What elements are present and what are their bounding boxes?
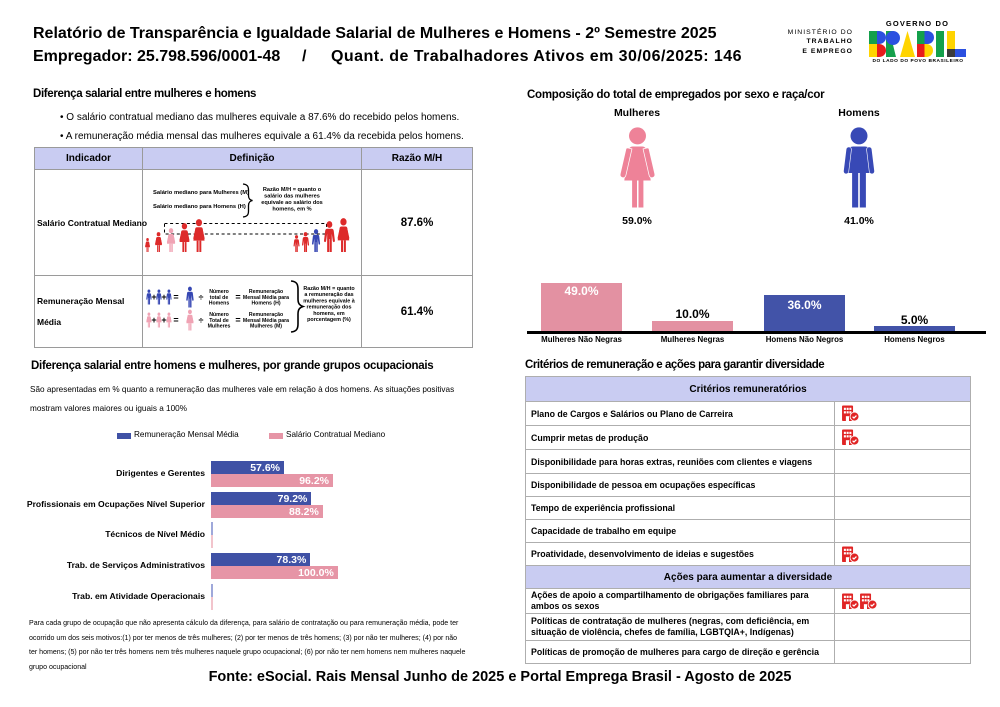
svg-text:porcentagem (%): porcentagem (%) [307,317,351,323]
svg-text:+: + [161,315,166,325]
svg-text:Salário mediano para Homens (H: Salário mediano para Homens (H) [153,204,246,210]
svg-text:Remuneração: Remuneração [249,312,283,318]
svg-text:homens, em %: homens, em % [272,207,311,213]
svg-text:Número: Número [209,312,229,318]
svg-text:salário das mulheres: salário das mulheres [264,194,320,200]
svg-text:Total de: Total de [209,318,229,324]
svg-text:+: + [161,292,166,302]
svg-text:homens, em: homens, em [313,311,345,317]
svg-text:remuneração dos: remuneração dos [307,305,352,311]
svg-text:Homens: Homens [209,301,230,307]
svg-text:Mulheres (M): Mulheres (M) [250,324,282,330]
svg-text:Mulheres: Mulheres [208,324,231,330]
svg-text:Homens (H): Homens (H) [251,301,280,307]
svg-text:mulheres equivale à: mulheres equivale à [303,298,356,304]
svg-text:+: + [151,292,156,302]
svg-text:Mensal Média para: Mensal Média para [243,318,289,324]
svg-text:Número: Número [209,289,229,295]
svg-text:a remuneração das: a remuneração das [304,292,353,298]
svg-text:=: = [173,315,178,325]
svg-text:=: = [235,292,240,302]
svg-text:total de: total de [210,295,229,301]
svg-text:=: = [235,315,240,325]
svg-text:=: = [173,292,178,302]
svg-text:Salário mediano para Mulheres: Salário mediano para Mulheres (M) [153,190,249,196]
svg-text:Razão M/H = quanto: Razão M/H = quanto [303,286,355,292]
svg-text:+: + [151,315,156,325]
svg-text:Razão M/H = quanto o: Razão M/H = quanto o [263,187,322,193]
svg-text:equivale ao salário dos: equivale ao salário dos [261,200,323,206]
svg-text:÷: ÷ [199,316,204,326]
svg-text:Remuneração: Remuneração [249,289,283,295]
svg-text:÷: ÷ [199,293,204,303]
svg-text:Mensal Média para: Mensal Média para [243,295,289,301]
